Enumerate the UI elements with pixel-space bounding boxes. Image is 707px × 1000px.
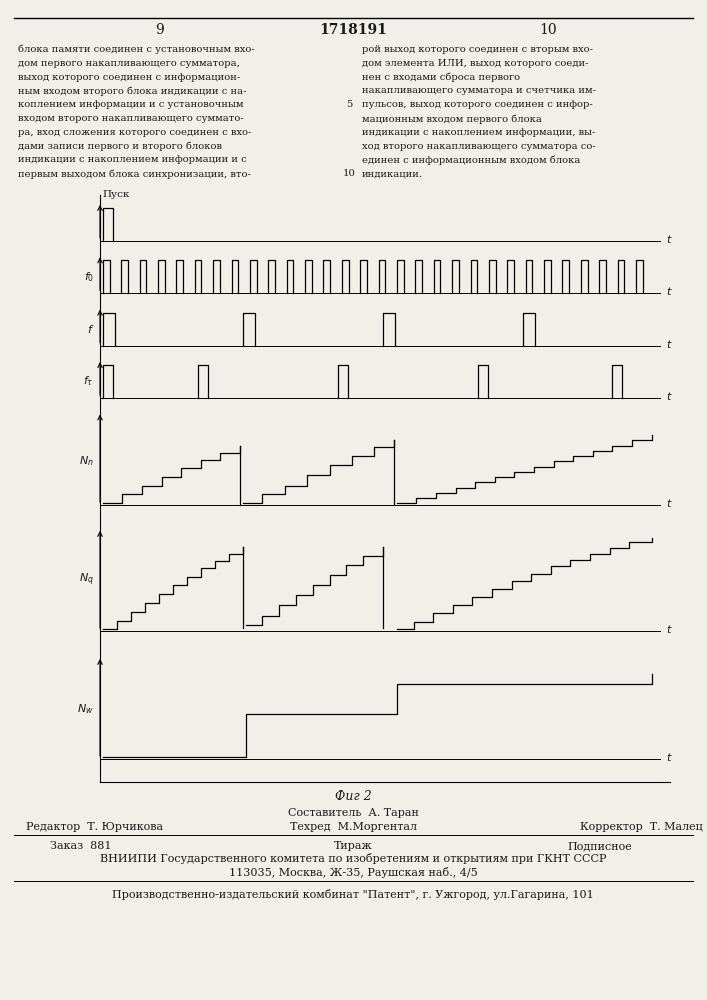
Text: рой выход которого соединен с вторым вхо-: рой выход которого соединен с вторым вхо…: [362, 45, 593, 54]
Text: ход второго накапливающего сумматора со-: ход второго накапливающего сумматора со-: [362, 142, 596, 151]
Text: индикации с накоплением информации и с: индикации с накоплением информации и с: [18, 155, 247, 164]
Text: Составитель  А. Таран: Составитель А. Таран: [288, 808, 419, 818]
Text: $f_{\tau}$: $f_{\tau}$: [83, 375, 94, 388]
Text: $t$: $t$: [666, 751, 672, 763]
Text: Заказ  881: Заказ 881: [50, 841, 112, 851]
Text: единен с информационным входом блока: единен с информационным входом блока: [362, 155, 580, 165]
Text: входом второго накапливающего суммато-: входом второго накапливающего суммато-: [18, 114, 244, 123]
Text: ным входом второго блока индикации с на-: ным входом второго блока индикации с на-: [18, 86, 247, 96]
Text: 10: 10: [539, 23, 557, 37]
Text: Фиг 2: Фиг 2: [334, 790, 371, 804]
Text: $t$: $t$: [666, 338, 672, 350]
Text: 5: 5: [346, 100, 352, 109]
Text: $f_0$: $f_0$: [83, 270, 94, 284]
Text: 1718191: 1718191: [319, 23, 387, 37]
Text: $t$: $t$: [666, 285, 672, 297]
Text: ВНИИПИ Государственного комитета по изобретениям и открытиям при ГКНТ СССР: ВНИИПИ Государственного комитета по изоб…: [100, 854, 606, 864]
Text: $t$: $t$: [666, 233, 672, 245]
Text: Редактор  Т. Юрчикова: Редактор Т. Юрчикова: [26, 822, 163, 832]
Text: Подписное: Подписное: [568, 841, 632, 851]
Text: $t$: $t$: [666, 390, 672, 402]
Text: 9: 9: [156, 23, 164, 37]
Text: пульсов, выход которого соединен с инфор-: пульсов, выход которого соединен с инфор…: [362, 100, 592, 109]
Text: индикации.: индикации.: [362, 169, 423, 178]
Text: Тираж: Тираж: [334, 841, 373, 851]
Text: $f$: $f$: [87, 323, 94, 335]
Text: блока памяти соединен с установочным вхо-: блока памяти соединен с установочным вхо…: [18, 45, 255, 54]
Text: дом первого накапливающего сумматора,: дом первого накапливающего сумматора,: [18, 59, 240, 68]
Text: Производственно-издательский комбинат "Патент", г. Ужгород, ул.Гагарина, 101: Производственно-издательский комбинат "П…: [112, 888, 594, 900]
Text: коплением информации и с установочным: коплением информации и с установочным: [18, 100, 243, 109]
Text: Техред  М.Моргентал: Техред М.Моргентал: [289, 822, 416, 832]
Text: 10: 10: [343, 169, 356, 178]
Text: дом элемента ИЛИ, выход которого соеди-: дом элемента ИЛИ, выход которого соеди-: [362, 59, 588, 68]
Text: $t$: $t$: [666, 623, 672, 635]
Text: мационным входом первого блока: мационным входом первого блока: [362, 114, 542, 123]
Text: накапливающего сумматора и счетчика им-: накапливающего сумматора и счетчика им-: [362, 86, 596, 95]
Text: первым выходом блока синхронизации, вто-: первым выходом блока синхронизации, вто-: [18, 169, 251, 179]
Text: дами записи первого и второго блоков: дами записи первого и второго блоков: [18, 142, 222, 151]
Text: $N_w$: $N_w$: [77, 702, 94, 716]
Text: нен с входами сброса первого: нен с входами сброса первого: [362, 73, 520, 82]
Text: $N_q$: $N_q$: [79, 571, 94, 588]
Text: выход которого соединен с информацион-: выход которого соединен с информацион-: [18, 73, 240, 82]
Text: индикации с накоплением информации, вы-: индикации с накоплением информации, вы-: [362, 128, 595, 137]
Text: 113035, Москва, Ж-35, Раушская наб., 4/5: 113035, Москва, Ж-35, Раушская наб., 4/5: [228, 866, 477, 878]
Text: $t$: $t$: [666, 497, 672, 509]
Text: ра, вход сложения которого соединен с вхо-: ра, вход сложения которого соединен с вх…: [18, 128, 252, 137]
Text: Пуск: Пуск: [102, 190, 129, 199]
Text: Корректор  Т. Малец: Корректор Т. Малец: [580, 822, 703, 832]
Text: $N_n$: $N_n$: [79, 454, 94, 468]
